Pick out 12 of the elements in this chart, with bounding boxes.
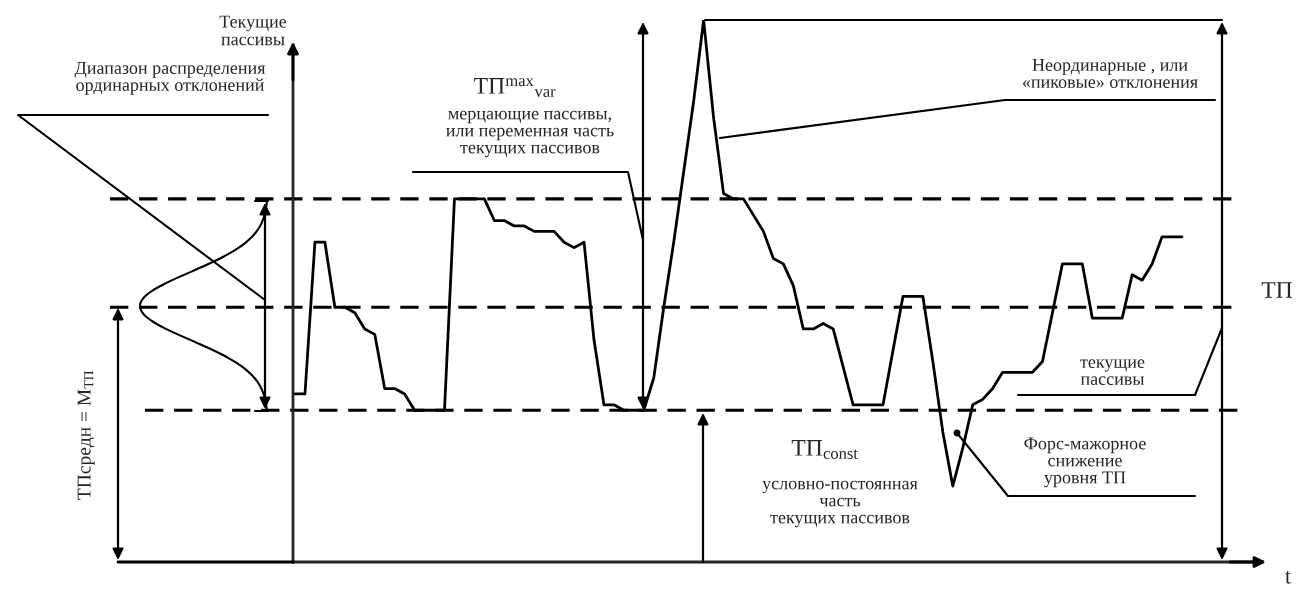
y-axis-title: Текущие пассивы <box>219 15 287 46</box>
annotation: ТП$_{const}$ <box>791 440 858 459</box>
annotation: мерцающие пассивы, или переменная часть текущих пассивов <box>446 110 614 158</box>
annotation: условно-постоянная часть текущих пассивов <box>762 480 918 528</box>
annotation: текущие пассивы <box>1080 359 1145 386</box>
annotation: Неординарные , или «пиковые» отклонения <box>1022 59 1198 89</box>
annotation: ТП$^{max}$$_{var}$ <box>474 78 556 97</box>
text: ТП <box>1261 282 1293 298</box>
x-axis-title: t <box>1285 570 1291 584</box>
annotation: Форс-мажорное снижение уровня ТП <box>1024 437 1146 488</box>
text: ТПсредн = M$_{ТП}$ <box>77 370 95 500</box>
text: Диапазон распределения ординарных отклонений <box>74 62 266 95</box>
